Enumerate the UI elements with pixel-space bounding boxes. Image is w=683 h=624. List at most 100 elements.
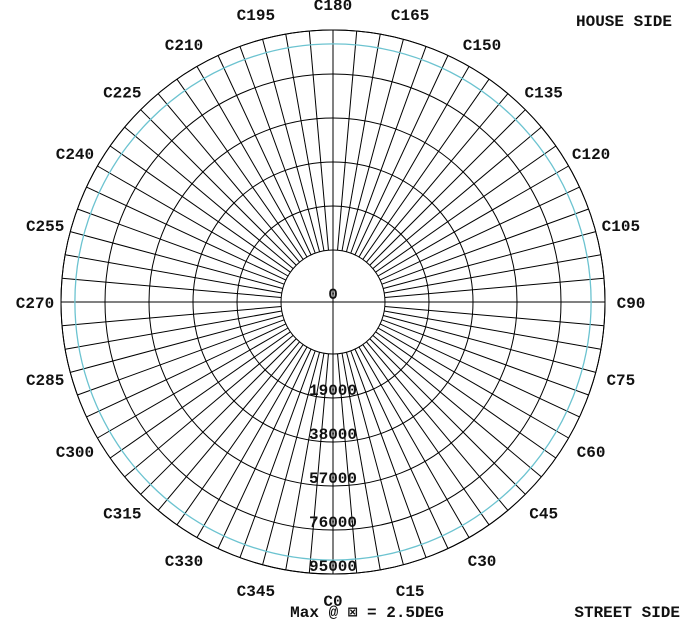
spoke-80 (384, 310, 601, 350)
angle-label: C345 (237, 583, 275, 601)
spoke-310 (124, 335, 294, 478)
spoke-290 (77, 319, 285, 396)
angle-label: C300 (56, 444, 94, 462)
spoke-265 (61, 277, 282, 298)
radial-tick-label: 38000 (309, 426, 357, 444)
spoke-295 (86, 323, 287, 418)
spoke-350 (285, 353, 325, 570)
spoke-40 (366, 341, 509, 511)
spoke-65 (379, 323, 580, 418)
series-layer (74, 43, 592, 561)
spoke-345 (262, 352, 321, 565)
angle-label: C90 (617, 295, 646, 313)
ring-4 (104, 73, 562, 531)
spoke-5 (337, 353, 358, 574)
ring-3 (148, 117, 518, 487)
spoke-255 (70, 231, 283, 290)
spoke-245 (86, 186, 287, 281)
angle-label: C180 (314, 0, 352, 15)
spoke-140 (366, 93, 509, 263)
spoke-225 (140, 109, 297, 266)
angle-label: C270 (16, 295, 54, 313)
spoke-280 (65, 310, 282, 350)
street-side-label: STREET SIDE (574, 604, 680, 622)
spoke-235 (109, 145, 291, 273)
spoke-105 (383, 231, 596, 290)
angle-label: C210 (165, 37, 203, 55)
spoke-205 (217, 55, 312, 256)
spoke-165 (345, 39, 404, 252)
spoke-240 (97, 165, 289, 277)
radial-tick-label: 57000 (309, 470, 357, 488)
spoke-70 (381, 319, 589, 396)
ring-0 (280, 249, 386, 355)
spoke-210 (196, 66, 308, 258)
spoke-160 (350, 46, 427, 254)
angle-label: C240 (56, 146, 94, 164)
angle-label: C150 (463, 37, 501, 55)
spoke-300 (97, 327, 289, 439)
spoke-185 (308, 30, 329, 251)
spoke-230 (124, 126, 294, 269)
angular-tick-labels: C0 C15 C30 C45 C60 C75 C90 C105 C120 C135 C150 C165… (16, 0, 646, 611)
angle-label: C195 (237, 7, 275, 25)
angle-label: C135 (525, 84, 563, 102)
house-side-label: HOUSE SIDE (576, 13, 672, 31)
spoke-320 (157, 341, 300, 511)
spoke-170 (341, 34, 381, 251)
spoke-340 (239, 350, 316, 558)
spoke-75 (383, 314, 596, 373)
spoke-130 (372, 126, 542, 269)
spoke-315 (140, 338, 297, 495)
angle-label: C105 (602, 218, 640, 236)
spoke-50 (372, 335, 542, 478)
radial-tick-label: 95000 (309, 558, 357, 576)
spoke-325 (176, 344, 304, 526)
angle-label: C330 (165, 553, 203, 571)
spoke-175 (337, 30, 358, 251)
spoke-190 (285, 34, 325, 251)
spoke-195 (262, 39, 321, 252)
spoke-260 (65, 254, 282, 294)
spoke-285 (70, 314, 283, 373)
spoke-110 (381, 208, 589, 285)
angle-label: C165 (391, 7, 429, 25)
spoke-330 (196, 346, 308, 538)
max-angle-note: Max @ ⊠ = 2.5DEG (290, 604, 444, 622)
angle-label: C60 (577, 444, 606, 462)
spoke-335 (217, 348, 312, 549)
spoke-155 (354, 55, 449, 256)
polar-grid (60, 29, 606, 575)
angle-label: C75 (606, 372, 635, 390)
spoke-125 (375, 145, 557, 273)
radial-tick-label: 76000 (309, 514, 357, 532)
ring-1 (236, 205, 430, 399)
angle-label: C285 (26, 372, 64, 390)
spoke-115 (379, 186, 580, 281)
spoke-35 (362, 344, 490, 526)
spoke-10 (341, 353, 381, 570)
angle-label: C315 (103, 506, 141, 524)
spoke-200 (239, 46, 316, 254)
radial-tick-labels: 0 19000 38000 57000 76000 95000 (309, 286, 357, 576)
spoke-150 (358, 66, 470, 258)
spoke-135 (369, 109, 526, 266)
spoke-60 (377, 327, 569, 439)
angle-label: C30 (468, 553, 497, 571)
spoke-355 (308, 353, 329, 574)
radial-tick-label: 19000 (309, 382, 357, 400)
spoke-30 (358, 346, 470, 538)
angle-label: C0 (323, 593, 342, 611)
spoke-145 (362, 78, 490, 260)
angle-label: C120 (572, 146, 610, 164)
spoke-95 (384, 277, 605, 298)
spoke-55 (375, 331, 557, 459)
spoke-100 (384, 254, 601, 294)
spoke-275 (61, 306, 282, 327)
angle-label: C15 (396, 583, 425, 601)
angle-label: C225 (103, 84, 141, 102)
spoke-85 (384, 306, 605, 327)
spoke-120 (377, 165, 569, 277)
angle-label: C45 (529, 506, 558, 524)
